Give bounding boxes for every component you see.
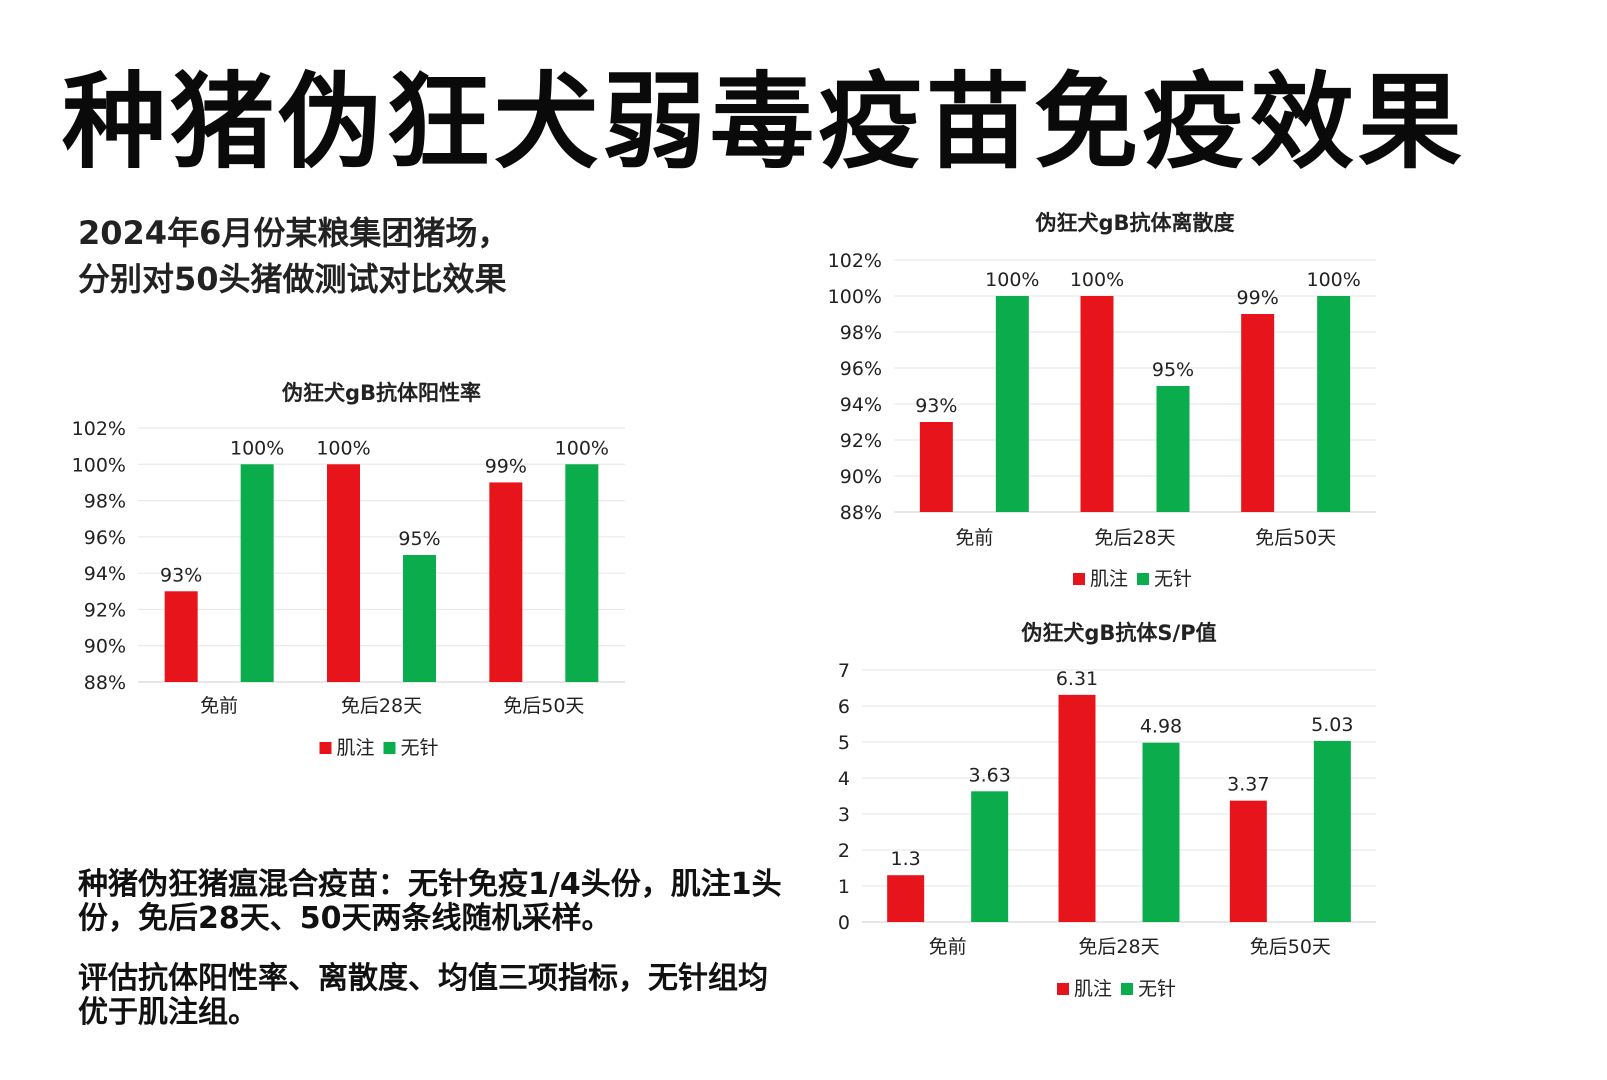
x-category-label: 免后50天	[1250, 936, 1331, 958]
data-label: 93%	[160, 564, 202, 586]
data-label: 3.63	[969, 764, 1011, 786]
x-category-label: 免前	[200, 695, 238, 717]
y-tick-label: 98%	[840, 322, 882, 344]
y-tick-label: 0	[838, 912, 850, 934]
positive-rate-chart: 伪狂犬gB抗体阳性率 88% 90% 92% 94% 96% 98% 100% 102% 93% 1…	[72, 381, 625, 759]
data-label: 100%	[1307, 269, 1361, 291]
chart-title: 伪狂犬gB抗体离散度	[1034, 211, 1234, 235]
y-tick-label: 90%	[84, 636, 126, 658]
data-label: 3.37	[1227, 774, 1269, 796]
data-label: 100%	[1070, 269, 1124, 291]
bar-intramuscular	[919, 422, 953, 512]
intro-text: 2024年6月份某粮集团猪场， 分别对50头猪做测试对比效果	[78, 210, 509, 302]
bar-needle-free	[403, 555, 436, 682]
method-note: 种猪伪狂猪瘟混合疫苗：无针免疫1/4头份，肌注1头份，免后28天、50天两条线随…	[78, 867, 782, 936]
legend-swatch	[319, 742, 332, 754]
y-tick-label: 7	[838, 660, 850, 682]
y-tick-label: 2	[838, 840, 850, 862]
page-title: 种猪伪狂犬弱毒疫苗免疫效果	[62, 61, 1467, 183]
x-category-label: 免前	[929, 936, 967, 958]
x-category-label: 免后28天	[341, 695, 422, 717]
legend-swatch	[1057, 983, 1069, 995]
y-tick-label: 90%	[840, 466, 882, 488]
y-tick-label: 92%	[840, 430, 882, 452]
data-label: 100%	[230, 437, 284, 459]
sp-value-chart: 伪狂犬gB抗体S/P值 0 1 2 3 4 5 6 7 1.3 3.63 免前 6.31 4.98 免后28…	[838, 621, 1376, 1000]
y-tick-label: 100%	[828, 286, 882, 308]
chart-title: 伪狂犬gB抗体阳性率	[281, 381, 481, 405]
data-label: 95%	[1152, 359, 1194, 381]
y-tick-label: 100%	[72, 454, 126, 476]
legend-label: 肌注	[1090, 568, 1128, 590]
legend-swatch	[1137, 573, 1149, 585]
legend-label: 无针	[401, 737, 439, 759]
data-label: 99%	[1237, 287, 1279, 309]
bar-intramuscular	[1229, 800, 1267, 922]
y-tick-label: 5	[838, 732, 850, 754]
x-category-label: 免前	[955, 527, 993, 549]
data-label: 95%	[398, 528, 440, 550]
intro-line: 2024年6月份某粮集团猪场，	[78, 214, 510, 252]
data-label: 93%	[915, 395, 957, 417]
y-tick-label: 88%	[840, 502, 882, 524]
legend-label: 肌注	[1074, 978, 1112, 1000]
bar-needle-free	[995, 296, 1029, 512]
data-label: 100%	[555, 437, 609, 459]
legend-swatch	[1121, 983, 1133, 995]
data-label: 99%	[485, 455, 527, 477]
chart-title: 伪狂犬gB抗体S/P值	[1020, 621, 1216, 645]
y-tick-label: 92%	[84, 599, 126, 621]
bar-intramuscular	[1080, 296, 1114, 512]
legend-swatch	[1073, 573, 1085, 585]
data-label: 5.03	[1311, 714, 1353, 736]
y-tick-label: 6	[838, 696, 850, 718]
conclusion-note: 评估抗体阳性率、离散度、均值三项指标，无针组均优于肌注组。	[78, 961, 768, 1030]
data-label: 100%	[316, 437, 370, 459]
y-tick-label: 96%	[84, 527, 126, 549]
bar-intramuscular	[1058, 694, 1096, 922]
data-label: 100%	[985, 269, 1039, 291]
bar-intramuscular	[1241, 314, 1275, 512]
bar-needle-free	[1313, 740, 1351, 922]
y-tick-label: 102%	[72, 418, 126, 440]
x-category-label: 免后28天	[1078, 936, 1159, 958]
bar-intramuscular	[164, 591, 198, 682]
y-tick-label: 94%	[84, 563, 126, 585]
y-tick-label: 94%	[840, 394, 882, 416]
bar-needle-free	[1317, 296, 1351, 512]
bar-needle-free	[1156, 386, 1190, 512]
legend-label: 无针	[1138, 978, 1176, 1000]
x-category-label: 免后50天	[1255, 527, 1336, 549]
y-tick-label: 4	[838, 768, 850, 790]
legend-label: 无针	[1154, 568, 1192, 590]
legend-label: 肌注	[337, 737, 375, 759]
y-tick-label: 1	[838, 876, 850, 898]
bar-needle-free	[971, 791, 1009, 922]
bar-needle-free	[240, 464, 274, 682]
y-tick-label: 88%	[84, 672, 126, 694]
bar-intramuscular	[489, 482, 523, 682]
legend-swatch	[383, 742, 396, 754]
y-tick-label: 98%	[84, 491, 126, 513]
x-category-label: 免后50天	[503, 695, 584, 717]
y-tick-label: 96%	[840, 358, 882, 380]
x-category-label: 免后28天	[1094, 527, 1175, 549]
bar-intramuscular	[327, 464, 360, 682]
bar-intramuscular	[887, 875, 925, 922]
data-label: 4.98	[1140, 716, 1182, 738]
bar-needle-free	[1142, 742, 1180, 922]
data-label: 1.3	[891, 848, 921, 870]
dispersion-chart: 伪狂犬gB抗体离散度 88% 90% 92% 94% 96% 98% 100% 102% 93% 1…	[828, 211, 1376, 590]
y-tick-label: 102%	[828, 250, 882, 272]
data-label: 6.31	[1056, 668, 1098, 690]
intro-line: 分别对50头猪做测试对比效果	[78, 260, 507, 298]
bar-needle-free	[565, 464, 599, 682]
y-tick-label: 3	[838, 804, 850, 826]
